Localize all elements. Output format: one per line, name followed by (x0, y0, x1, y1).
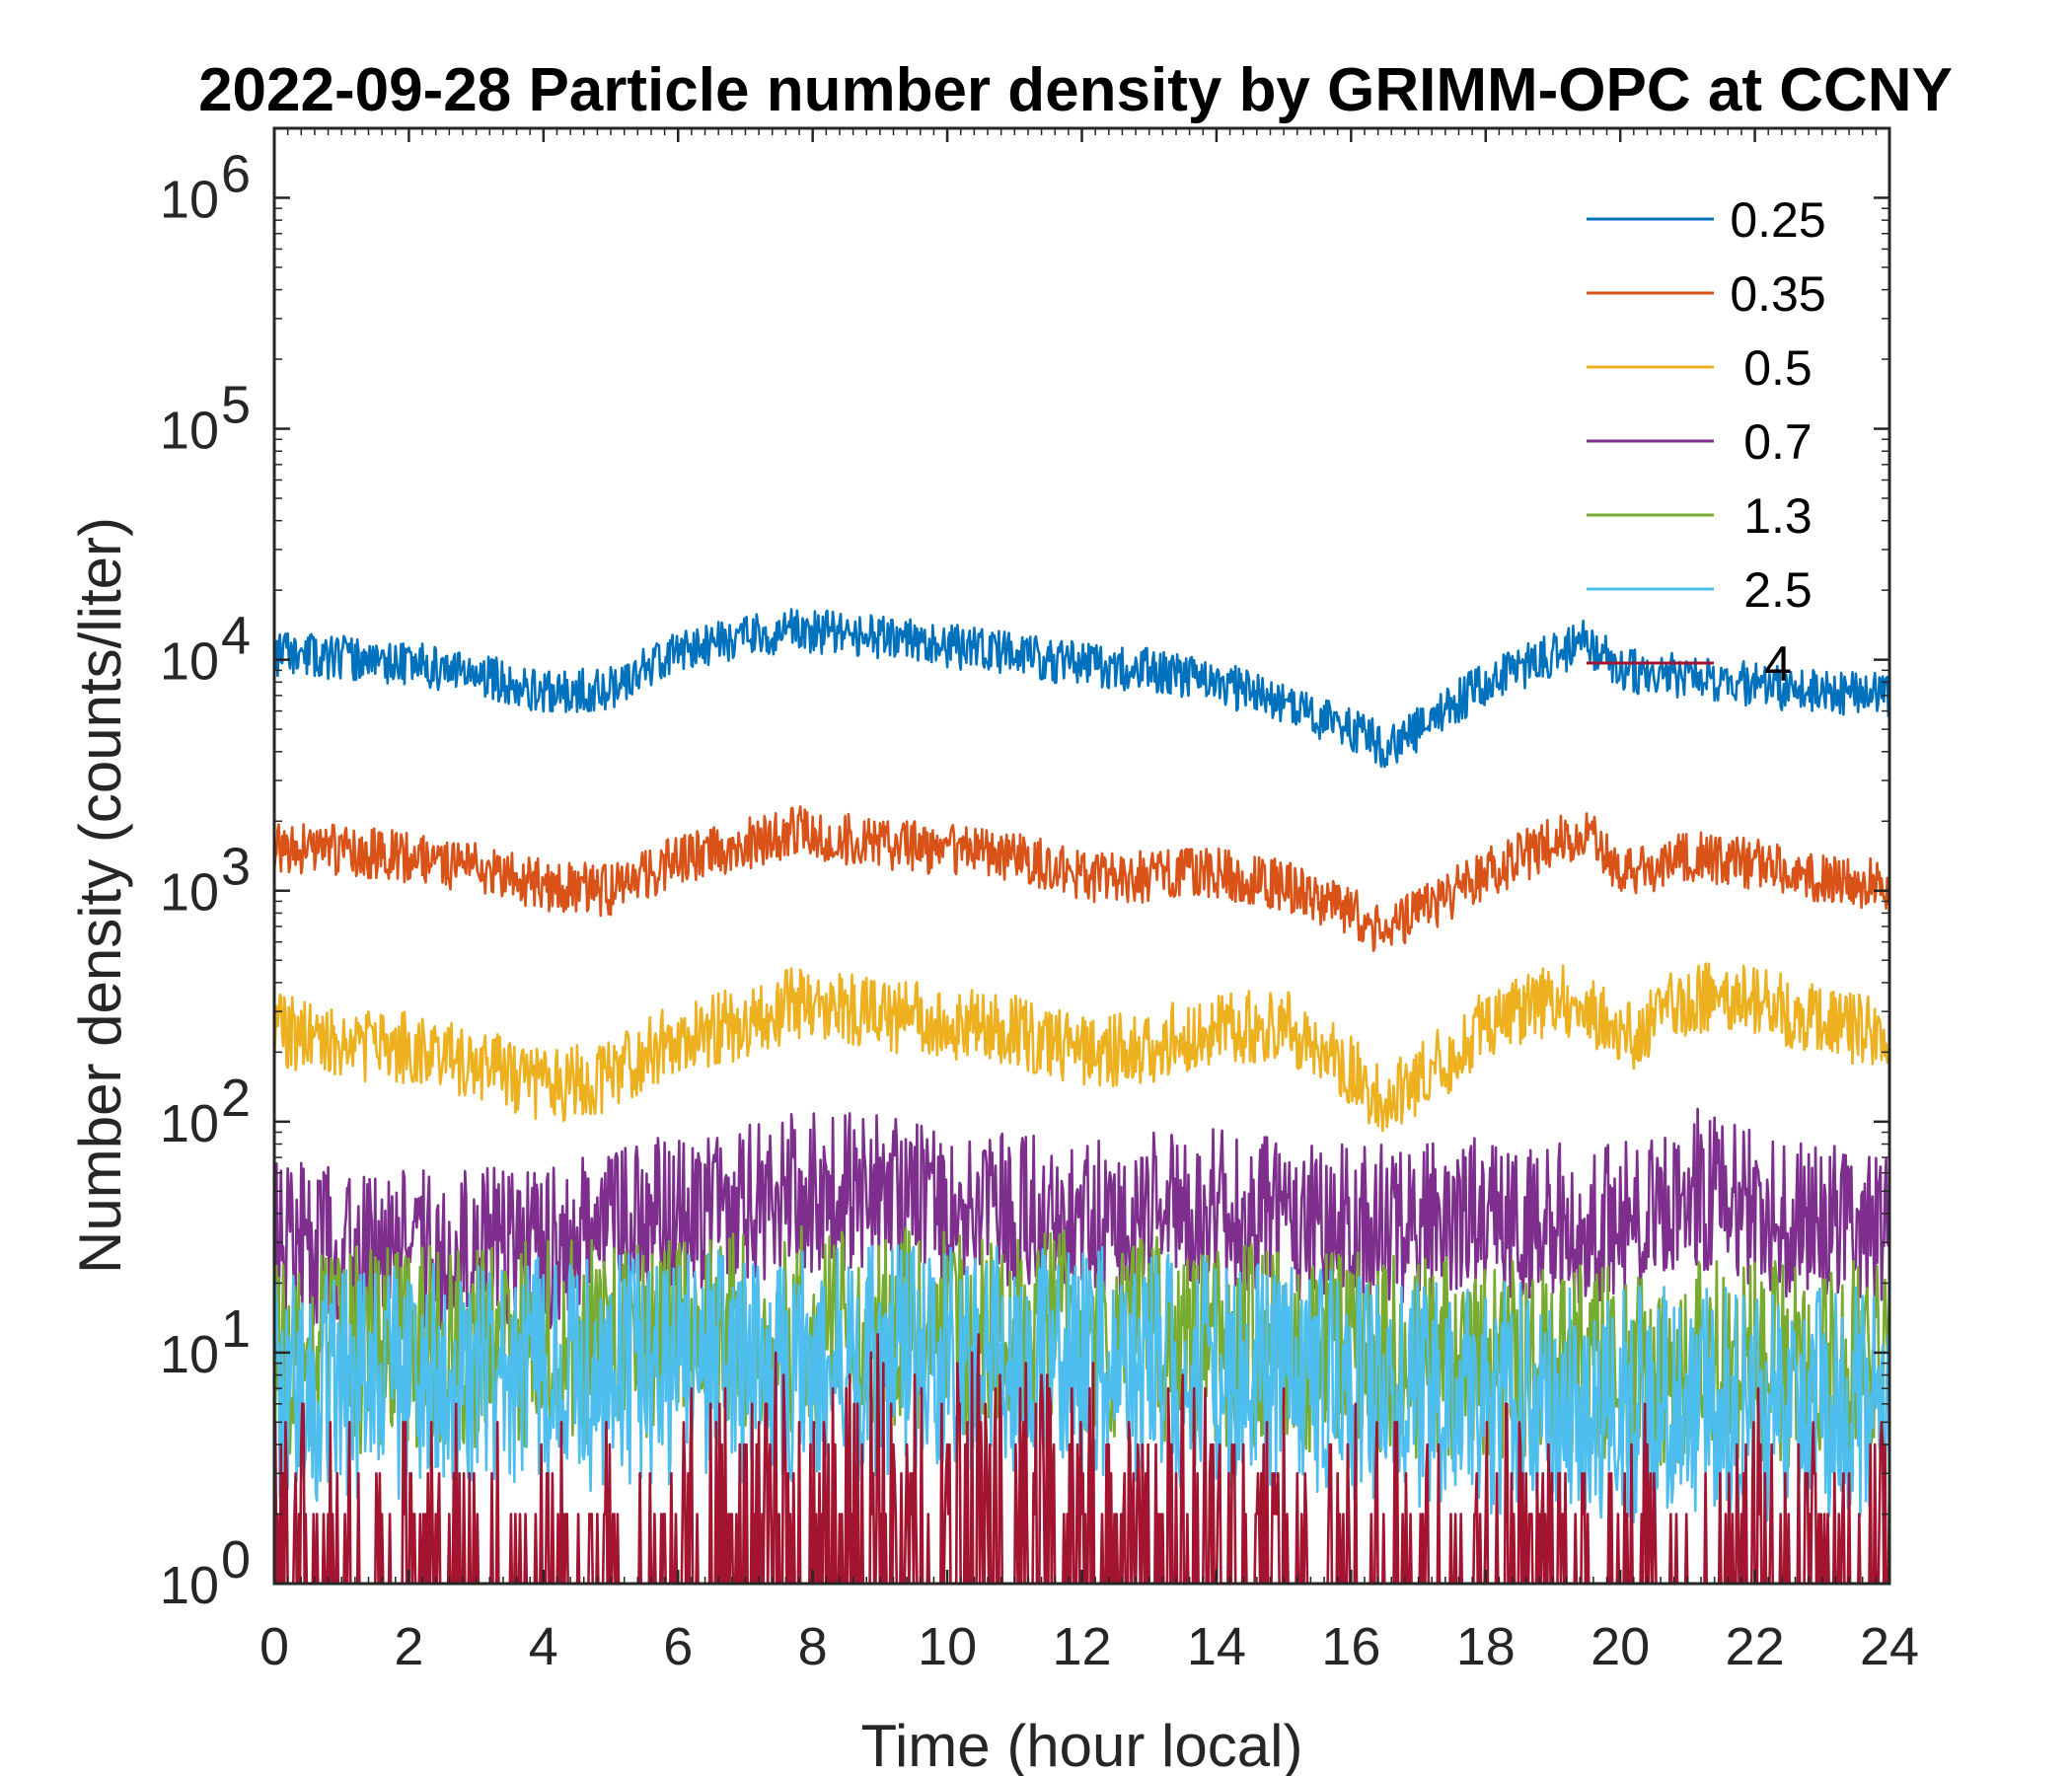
x-tick-label: 14 (1187, 1617, 1246, 1676)
x-tick-label: 4 (529, 1617, 558, 1676)
y-tick-label: 10 (160, 402, 219, 461)
legend-label: 0.35 (1730, 266, 1825, 322)
x-tick-label: 6 (663, 1617, 693, 1676)
legend-label: 2.5 (1743, 562, 1813, 618)
series-line-6 (274, 1333, 1889, 1584)
x-axis-label: Time (hour local) (861, 1713, 1303, 1776)
series-line-0 (274, 608, 1889, 769)
x-tick-label: 24 (1860, 1617, 1919, 1676)
series-line-1 (274, 805, 1889, 953)
legend-label: 0.7 (1743, 414, 1813, 470)
y-axis-label: Number density (counts/liter) (67, 517, 133, 1274)
x-tick-label: 10 (918, 1617, 977, 1676)
y-tick-exponent: 6 (221, 144, 251, 203)
legend-label: 4 (1764, 636, 1792, 692)
legend: 0.25 0.35 0.5 0.7 1.3 2.5 4 (1587, 192, 1826, 692)
y-tick-exponent: 4 (221, 607, 251, 666)
y-tick-label: 10 (160, 1325, 219, 1384)
y-tick-exponent: 0 (221, 1530, 251, 1590)
legend-label: 1.3 (1743, 488, 1813, 544)
y-tick-exponent: 3 (221, 838, 251, 897)
x-tick-label: 0 (259, 1617, 289, 1676)
legend-label: 0.25 (1730, 192, 1825, 248)
chart-title: 2022-09-28 Particle number density by GR… (198, 56, 1953, 124)
y-tick-label: 10 (160, 863, 219, 923)
y-tick-exponent: 5 (221, 376, 251, 435)
x-tick-label: 20 (1591, 1617, 1650, 1676)
y-tick-label: 10 (160, 632, 219, 692)
y-tick-exponent: 1 (221, 1299, 251, 1359)
x-tick-label: 8 (798, 1617, 828, 1676)
x-tick-label: 2 (394, 1617, 423, 1676)
y-tick-exponent: 2 (221, 1069, 251, 1128)
series-line-2 (274, 962, 1889, 1133)
series-layer (274, 608, 1889, 1584)
legend-label: 0.5 (1743, 340, 1813, 396)
y-tick-label: 10 (160, 170, 219, 229)
y-tick-label: 10 (160, 1556, 219, 1615)
x-tick-label: 16 (1321, 1617, 1380, 1676)
y-tick-label: 10 (160, 1094, 219, 1153)
x-tick-label: 12 (1052, 1617, 1111, 1676)
x-tick-label: 22 (1726, 1617, 1785, 1676)
x-tick-label: 18 (1456, 1617, 1516, 1676)
